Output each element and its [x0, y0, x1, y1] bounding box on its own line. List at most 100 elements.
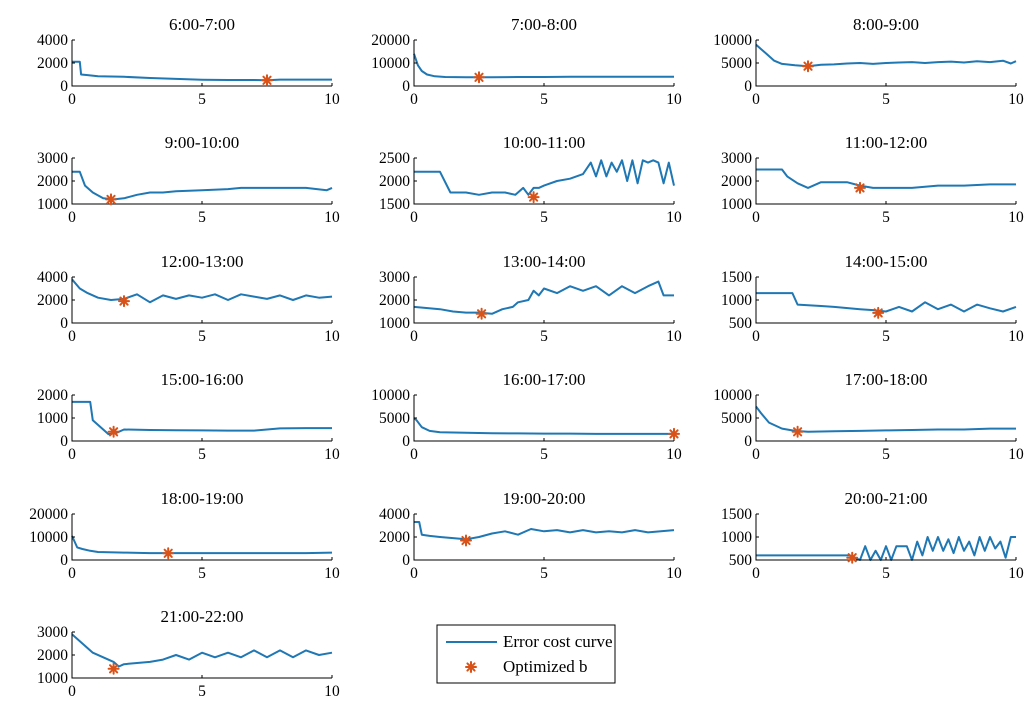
optimized-b-marker — [527, 191, 540, 204]
x-tick-label: 10 — [324, 91, 340, 108]
y-tick-label: 20000 — [29, 506, 68, 523]
panel-8: 13:00-14:00 0 5 10 1000 2000 3000 — [379, 252, 682, 345]
x-tick-label: 0 — [410, 328, 418, 345]
error-cost-curve — [71, 535, 333, 555]
y-tick-label: 0 — [60, 433, 68, 450]
y-tick-label: 4000 — [37, 269, 68, 286]
x-tick-label: 5 — [882, 91, 890, 108]
x-tick-label: 5 — [198, 328, 206, 345]
x-tick-label: 5 — [882, 328, 890, 345]
y-tick-label: 3000 — [37, 624, 68, 641]
y-tick-label: 10000 — [371, 55, 410, 72]
panel-title: 11:00-12:00 — [845, 133, 927, 152]
panel-1: 6:00-7:00 0 5 10 0 2000 4000 — [37, 15, 340, 108]
y-tick-label: 5000 — [721, 410, 752, 427]
error-cost-curve — [72, 60, 332, 82]
panel-title: 9:00-10:00 — [165, 133, 240, 152]
y-tick-label: 2500 — [379, 150, 410, 167]
x-tick-label: 10 — [666, 209, 682, 226]
optimized-b-marker — [473, 71, 485, 84]
error-cost-curve — [414, 159, 675, 196]
error-cost-curve — [755, 405, 1016, 433]
optimized-b-marker — [854, 181, 866, 194]
y-tick-label: 0 — [60, 552, 68, 569]
error-cost-curve — [413, 53, 674, 79]
x-tick-label: 10 — [666, 91, 682, 108]
y-tick-label: 3000 — [379, 269, 410, 286]
x-tick-label: 0 — [68, 683, 76, 700]
x-tick-label: 10 — [324, 209, 340, 226]
y-tick-label: 10000 — [371, 387, 410, 404]
optimized-b-marker — [162, 547, 175, 560]
x-tick-label: 10 — [324, 328, 340, 345]
x-tick-label: 10 — [666, 328, 682, 345]
error-cost-curve — [756, 292, 1017, 313]
panel-title: 6:00-7:00 — [169, 15, 235, 34]
y-tick-label: 0 — [60, 315, 68, 332]
y-tick-label: 0 — [402, 433, 410, 450]
x-tick-label: 5 — [198, 565, 206, 582]
x-tick-label: 0 — [410, 209, 418, 226]
x-tick-label: 0 — [68, 91, 76, 108]
optimized-b-marker — [118, 295, 130, 308]
y-tick-label: 1000 — [379, 315, 410, 332]
panel-6: 11:00-12:00 0 5 10 1000 2000 3000 — [721, 133, 1024, 226]
y-tick-label: 5000 — [721, 55, 752, 72]
panel-10: 15:00-16:00 0 5 10 0 1000 2000 — [37, 370, 340, 463]
error-cost-curve — [413, 280, 674, 315]
optimized-b-marker — [261, 74, 273, 87]
y-tick-label: 500 — [729, 315, 753, 332]
panel-title: 10:00-11:00 — [503, 133, 585, 152]
panel-title: 17:00-18:00 — [844, 370, 927, 389]
x-tick-label: 0 — [68, 446, 76, 463]
optimized-b-marker — [872, 306, 885, 319]
panel-title: 19:00-20:00 — [502, 489, 585, 508]
x-tick-label: 0 — [752, 565, 760, 582]
y-tick-label: 3000 — [37, 150, 68, 167]
x-tick-label: 10 — [324, 565, 340, 582]
x-tick-label: 0 — [68, 328, 76, 345]
x-tick-label: 0 — [752, 209, 760, 226]
optimized-b-marker — [460, 534, 472, 547]
panel-title: 13:00-14:00 — [502, 252, 585, 271]
x-tick-label: 0 — [752, 91, 760, 108]
x-tick-label: 10 — [1008, 209, 1024, 226]
y-tick-label: 0 — [744, 433, 752, 450]
panel-title: 8:00-9:00 — [853, 15, 919, 34]
panel-13: 18:00-19:00 0 5 10 0 10000 20000 — [29, 489, 340, 582]
y-tick-label: 3000 — [721, 150, 752, 167]
y-tick-label: 10000 — [713, 387, 752, 404]
panel-title: 7:00-8:00 — [511, 15, 577, 34]
x-tick-label: 0 — [410, 91, 418, 108]
y-tick-label: 1000 — [37, 196, 68, 213]
y-tick-label: 10000 — [713, 32, 752, 49]
y-tick-label: 2000 — [379, 529, 410, 546]
error-cost-curve — [756, 536, 1016, 561]
x-tick-label: 5 — [198, 209, 206, 226]
panel-title: 16:00-17:00 — [502, 370, 585, 389]
error-cost-curve — [71, 633, 333, 668]
x-tick-label: 10 — [324, 683, 340, 700]
x-tick-label: 5 — [198, 683, 206, 700]
x-tick-label: 5 — [882, 446, 890, 463]
y-tick-label: 0 — [402, 78, 410, 95]
y-tick-label: 1500 — [721, 506, 752, 523]
axes — [413, 514, 674, 561]
x-tick-label: 5 — [540, 565, 548, 582]
legend-box — [436, 624, 616, 684]
x-tick-label: 0 — [68, 209, 76, 226]
y-tick-label: 2000 — [37, 387, 68, 404]
panel-7: 12:00-13:00 0 5 10 0 2000 4000 — [37, 252, 340, 345]
y-tick-label: 10000 — [29, 529, 68, 546]
x-tick-label: 10 — [324, 446, 340, 463]
axes — [413, 158, 674, 205]
x-tick-label: 10 — [1008, 328, 1024, 345]
x-tick-label: 10 — [1008, 446, 1024, 463]
panel-9: 14:00-15:00 0 5 10 500 1000 1500 — [721, 252, 1024, 345]
axes — [413, 40, 674, 87]
panel-12: 17:00-18:00 0 5 10 0 5000 10000 — [713, 370, 1024, 463]
optimized-b-marker — [107, 425, 120, 438]
panel-5: 10:00-11:00 0 5 10 1500 2000 2500 — [379, 133, 682, 226]
